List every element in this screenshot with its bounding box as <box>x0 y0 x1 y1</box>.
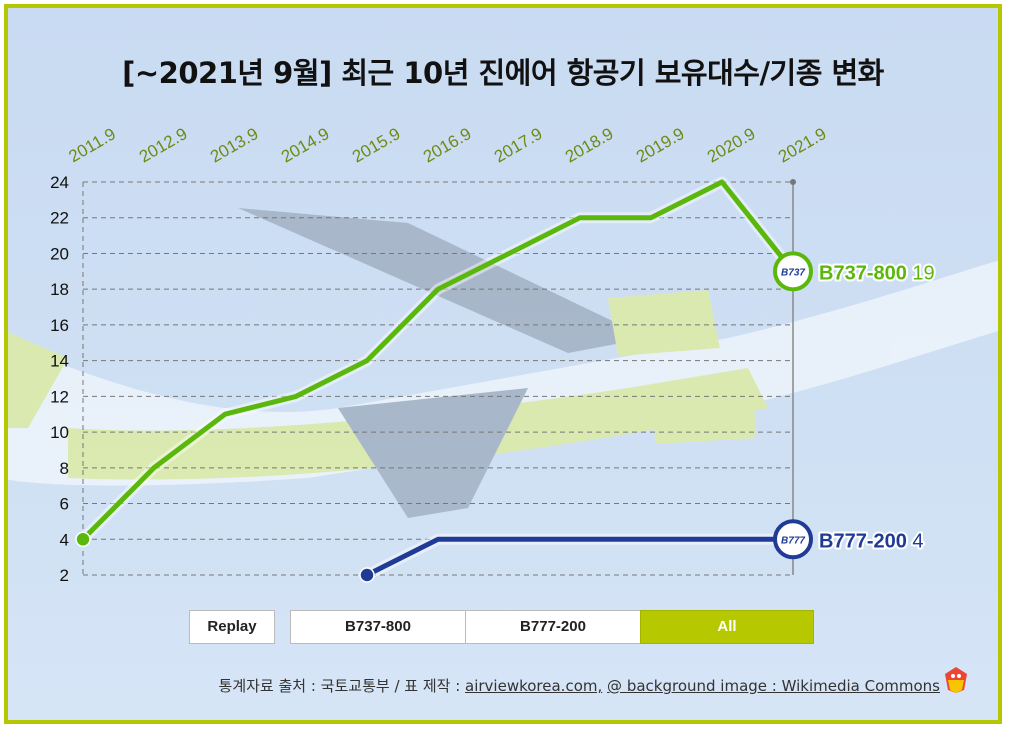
chart-title: [~2021년 9월] 최근 10년 진에어 항공기 보유대수/기종 변화 <box>122 56 884 90</box>
y-tick-label: 12 <box>50 387 69 406</box>
y-tick-label: 10 <box>50 423 69 442</box>
series-badge-text: B777 <box>781 535 805 546</box>
y-tick-label: 14 <box>50 352 69 371</box>
series-end-name: B777-200 <box>819 530 912 552</box>
y-tick-label: 4 <box>60 530 69 549</box>
current-year-marker-dot <box>790 179 796 185</box>
x-tick-label: 2020.9 <box>704 124 759 166</box>
brand-logo-icon <box>945 667 967 693</box>
source-link-wikimedia[interactable]: @ background image : Wikimedia Commons <box>607 677 940 695</box>
x-tick-label: 2018.9 <box>562 124 617 166</box>
x-tick-label: 2021.9 <box>775 124 830 166</box>
x-tick-label: 2017.9 <box>491 124 546 166</box>
series-end-label: B777-200 4 <box>819 530 924 552</box>
x-tick-label: 2012.9 <box>136 124 191 166</box>
source-prefix: 통계자료 출처 : 국토교통부 / 표 제작 : <box>218 677 466 695</box>
x-tick-label: 2014.9 <box>278 124 333 166</box>
end-labels: B737 B737-800 19 B777 B777-200 4 <box>773 251 937 560</box>
x-tick-label: 2015.9 <box>349 124 404 166</box>
series-end-badge <box>773 251 813 292</box>
series-lines <box>75 176 799 583</box>
series-line <box>364 536 796 578</box>
x-tick-label: 2011.9 <box>66 124 119 166</box>
x-axis-ticks: 2011.9 2012.9 2013.9 2014.9 2015.9 2016.9 2017… <box>66 124 830 166</box>
y-tick-label: 6 <box>60 495 69 514</box>
y-tick-label: 16 <box>50 316 69 335</box>
series-end-value: 19 <box>912 262 934 284</box>
source-link-airview[interactable]: airviewkorea.com, <box>465 677 603 695</box>
source-note: 통계자료 출처 : 국토교통부 / 표 제작 : airviewkorea.co… <box>219 675 940 696</box>
filter-all-button[interactable]: All <box>640 610 814 644</box>
x-tick-label: 2013.9 <box>207 124 262 166</box>
filter-b737-button[interactable]: B737-800 <box>290 610 466 644</box>
series-line <box>80 179 796 542</box>
series-badge-text: B737 <box>781 267 805 278</box>
y-tick-label: 2 <box>60 566 69 585</box>
y-tick-label: 20 <box>50 244 69 263</box>
series-start-point <box>75 531 91 548</box>
y-tick-label: 18 <box>50 280 69 299</box>
plane-background <box>8 208 998 518</box>
series-end-value: 4 <box>912 530 923 552</box>
series-end-badge <box>773 519 813 560</box>
y-tick-label: 24 <box>50 173 69 192</box>
x-tick-label: 2019.9 <box>633 124 688 166</box>
x-tick-label: 2016.9 <box>420 124 475 166</box>
y-tick-label: 8 <box>60 459 69 478</box>
replay-button[interactable]: Replay <box>189 610 275 644</box>
series-start-point <box>359 567 375 583</box>
series-end-name: B737-800 <box>819 262 912 284</box>
series-end-label: B737-800 19 <box>819 262 935 284</box>
filter-b777-button[interactable]: B777-200 <box>465 610 641 644</box>
y-tick-label: 22 <box>50 209 69 228</box>
